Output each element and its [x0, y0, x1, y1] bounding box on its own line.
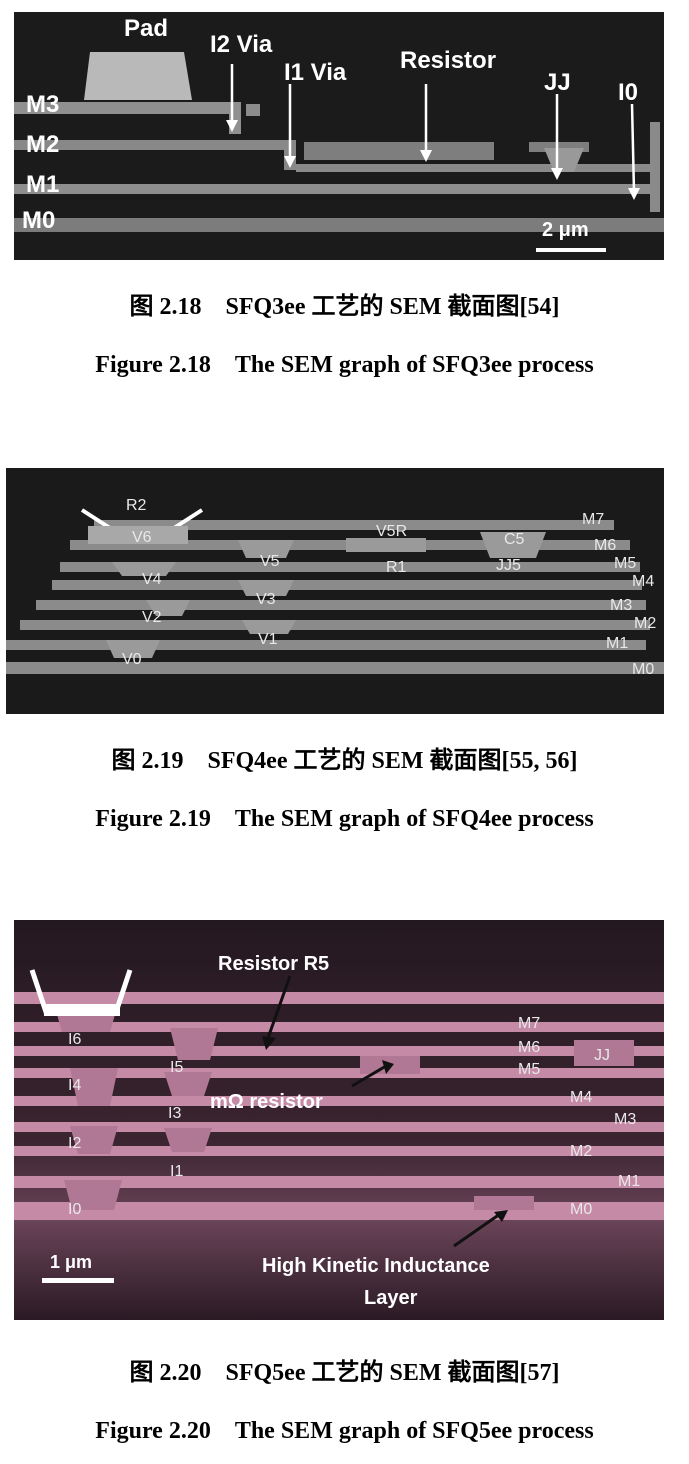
label-i3: I3: [168, 1105, 181, 1122]
label-m0: M0: [570, 1201, 592, 1218]
label-m4: M4: [632, 573, 654, 590]
label-r1: R1: [386, 559, 407, 576]
label-v5r: V5R: [376, 523, 407, 540]
label-m7: M7: [518, 1015, 540, 1032]
label-m2: M2: [26, 131, 59, 158]
label-pad: Pad: [124, 15, 168, 42]
label-high-kinetic-inductance: High Kinetic Inductance: [262, 1255, 490, 1277]
label-jj: JJ: [544, 69, 571, 96]
label-r2: R2: [126, 497, 147, 514]
label-m5: M5: [518, 1061, 540, 1078]
label-i2: I2: [68, 1135, 81, 1152]
figure-2-18-sem-image: Pad I2 Via I1 Via Resistor JJ I0 M3 M2 M…: [14, 12, 664, 260]
caption-2-20-en: Figure 2.20 The SEM graph of SFQ5ee proc…: [95, 1418, 594, 1444]
label-m3: M3: [614, 1111, 636, 1128]
label-m4: M4: [570, 1089, 592, 1106]
label-resistor-r5: Resistor R5: [218, 953, 329, 975]
label-i2-via: I2 Via: [210, 31, 273, 58]
label-v0: V0: [122, 651, 142, 668]
scale-bar-label: 1 μm: [50, 1252, 92, 1272]
label-resistor: Resistor: [400, 47, 496, 74]
label-m0: M0: [632, 661, 654, 678]
figure-2-19-sem-image: R2 V6 V5 V5R R1 C5 JJ5 V4 V3 V2 V1 V0 M7…: [6, 468, 664, 714]
label-v5: V5: [260, 553, 280, 570]
label-v6: V6: [132, 529, 152, 546]
label-m1: M1: [618, 1173, 640, 1190]
label-v4: V4: [142, 571, 162, 588]
label-layer: Layer: [364, 1287, 418, 1309]
label-m1: M1: [606, 635, 628, 652]
label-i4: I4: [68, 1077, 81, 1094]
label-i0: I0: [618, 79, 638, 106]
label-m6: M6: [518, 1039, 540, 1056]
label-m1: M1: [26, 171, 59, 198]
label-m2: M2: [570, 1143, 592, 1160]
label-m0: M0: [22, 207, 55, 234]
label-m-ohm-resistor: mΩ resistor: [210, 1091, 323, 1113]
label-m6: M6: [594, 537, 616, 554]
label-jj: JJ: [594, 1047, 610, 1064]
label-v2: V2: [142, 609, 162, 626]
caption-2-19-en: Figure 2.19 The SEM graph of SFQ4ee proc…: [95, 806, 594, 832]
label-i1-via: I1 Via: [284, 59, 347, 86]
label-m3: M3: [26, 91, 59, 118]
label-i5: I5: [170, 1059, 183, 1076]
label-v3: V3: [256, 591, 276, 608]
caption-2-18-cn: 图 2.18 SFQ3ee 工艺的 SEM 截面图[54]: [129, 294, 560, 320]
figure-2-20-sem-image: I6 I5 I4 I3 I2 I1 I0 JJ M7 M6 M5 M4 M3 M…: [14, 920, 664, 1320]
label-m7: M7: [582, 511, 604, 528]
label-jj5: JJ5: [496, 557, 521, 574]
label-m5: M5: [614, 555, 636, 572]
label-i6: I6: [68, 1031, 81, 1048]
label-m3: M3: [610, 597, 632, 614]
label-v1: V1: [258, 631, 278, 648]
caption-2-19-cn: 图 2.19 SFQ4ee 工艺的 SEM 截面图[55, 56]: [111, 748, 578, 774]
scale-bar-label: 2 μm: [542, 219, 589, 241]
caption-2-20-cn: 图 2.20 SFQ5ee 工艺的 SEM 截面图[57]: [129, 1360, 560, 1386]
label-i1: I1: [170, 1163, 183, 1180]
label-c5: C5: [504, 531, 525, 548]
caption-2-18-en: Figure 2.18 The SEM graph of SFQ3ee proc…: [95, 352, 594, 378]
label-i0: I0: [68, 1201, 81, 1218]
label-m2: M2: [634, 615, 656, 632]
